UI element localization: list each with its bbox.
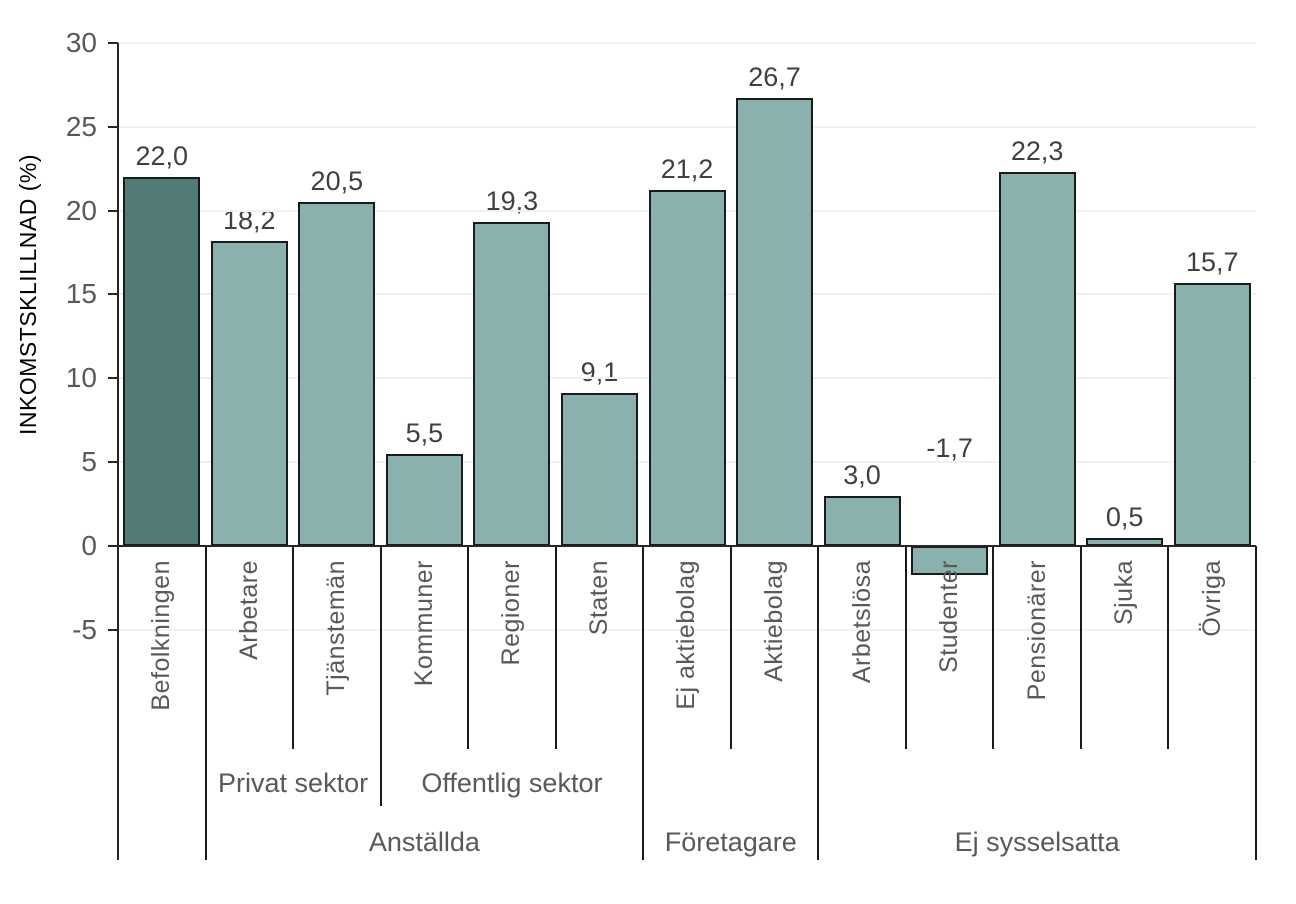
category-label: Arbetslösa	[847, 560, 876, 684]
bar-value-label: -1,7	[926, 433, 973, 463]
bar-value-label: 21,2	[660, 154, 714, 185]
category-divider	[379, 546, 382, 806]
bar-value-label: 22,3	[1010, 136, 1064, 167]
bar-value-label: 0,5	[1105, 501, 1144, 532]
bar	[1086, 537, 1164, 546]
y-tick	[108, 293, 118, 296]
bar	[123, 177, 201, 546]
y-tick-label: 30	[65, 26, 97, 58]
bar	[298, 202, 376, 546]
y-tick-label: 10	[65, 362, 97, 394]
category-divider	[729, 546, 732, 749]
y-tick	[108, 461, 118, 464]
category-label: Regioner	[497, 560, 526, 666]
y-tick	[108, 545, 118, 547]
category-label-slot: Ej aktiebolag	[643, 548, 731, 749]
category-label: Sjuka	[1110, 560, 1139, 626]
category-divider	[1255, 546, 1257, 860]
category-divider	[1167, 546, 1170, 749]
category-label-slot: Kommuner	[381, 548, 469, 749]
group-label: Ej sysselsatta	[954, 827, 1120, 857]
category-divider	[467, 546, 470, 749]
category-label: Pensionärer	[1022, 560, 1051, 701]
group-label: Anställda	[368, 827, 480, 857]
y-tick	[108, 628, 118, 631]
category-divider	[992, 546, 995, 749]
bar-value-label: 19,3	[485, 186, 539, 217]
bar	[473, 222, 551, 546]
category-label: Aktiebolag	[760, 560, 789, 682]
bar-value-label: 9,1	[580, 357, 619, 388]
category-divider	[204, 546, 207, 860]
category-divider	[1079, 546, 1082, 749]
category-label-slot: Arbetare	[206, 548, 294, 749]
bar	[385, 453, 463, 546]
category-label-slot: Arbetslösa	[818, 548, 906, 749]
category-label: Ej aktiebolag	[672, 560, 701, 710]
bar-value-label: 3,0	[843, 459, 881, 490]
category-label-slot: Sjuka	[1081, 548, 1169, 749]
group-label: Företagare	[664, 827, 797, 857]
category-label: Arbetare	[234, 560, 263, 660]
y-tick-label: 15	[65, 278, 97, 310]
bar-value-label: 22,0	[135, 141, 189, 172]
y-tick-label: 20	[65, 194, 97, 226]
y-tick-label: -5	[72, 613, 97, 645]
bar	[560, 393, 638, 546]
category-divider	[642, 546, 645, 860]
category-label-slot: Befolkningen	[118, 548, 206, 749]
category-axis-line	[118, 545, 1256, 547]
y-tick-label: 25	[65, 110, 97, 142]
bar	[823, 495, 901, 546]
y-axis-line	[117, 43, 119, 860]
y-tick	[108, 377, 118, 380]
y-tick-label: 0	[81, 530, 97, 561]
category-divider	[554, 546, 557, 749]
bar	[1173, 282, 1251, 546]
bar	[648, 190, 726, 546]
category-label: Kommuner	[409, 560, 438, 687]
category-label: Befolkningen	[147, 560, 176, 711]
bar-value-label: 20,5	[310, 166, 364, 197]
category-label-slot: Staten	[556, 548, 644, 749]
y-gridline	[118, 125, 1256, 128]
category-label: Staten	[584, 560, 613, 636]
category-label-slot: Tjänstemän	[293, 548, 381, 749]
bar	[998, 172, 1076, 546]
y-gridline	[118, 628, 1256, 631]
bar	[210, 240, 288, 546]
category-divider	[292, 546, 295, 749]
subgroup-label: Privat sektor	[218, 768, 369, 798]
y-tick-label: 5	[81, 446, 97, 478]
subgroup-label: Offentlig sektor	[421, 768, 603, 798]
bar-value-label: 26,7	[748, 62, 801, 93]
y-tick	[108, 41, 118, 44]
category-label-slot: Övriga	[1168, 548, 1256, 749]
category-label: Studenter	[935, 560, 964, 673]
category-label: Tjänstemän	[322, 560, 351, 696]
category-label-slot: Regioner	[468, 548, 556, 749]
bar-value-label: 5,5	[405, 417, 444, 448]
y-tick	[108, 209, 118, 212]
y-tick	[108, 125, 118, 128]
category-label: Övriga	[1197, 560, 1226, 637]
category-divider	[817, 546, 820, 860]
category-label-slot: Aktiebolag	[731, 548, 819, 749]
bar-value-label: 15,7	[1185, 246, 1239, 277]
category-label-slot: Pensionärer	[993, 548, 1081, 749]
category-divider	[904, 546, 907, 749]
y-gridline	[118, 41, 1256, 44]
bar	[736, 98, 814, 546]
category-label-slot: Studenter	[906, 548, 994, 749]
